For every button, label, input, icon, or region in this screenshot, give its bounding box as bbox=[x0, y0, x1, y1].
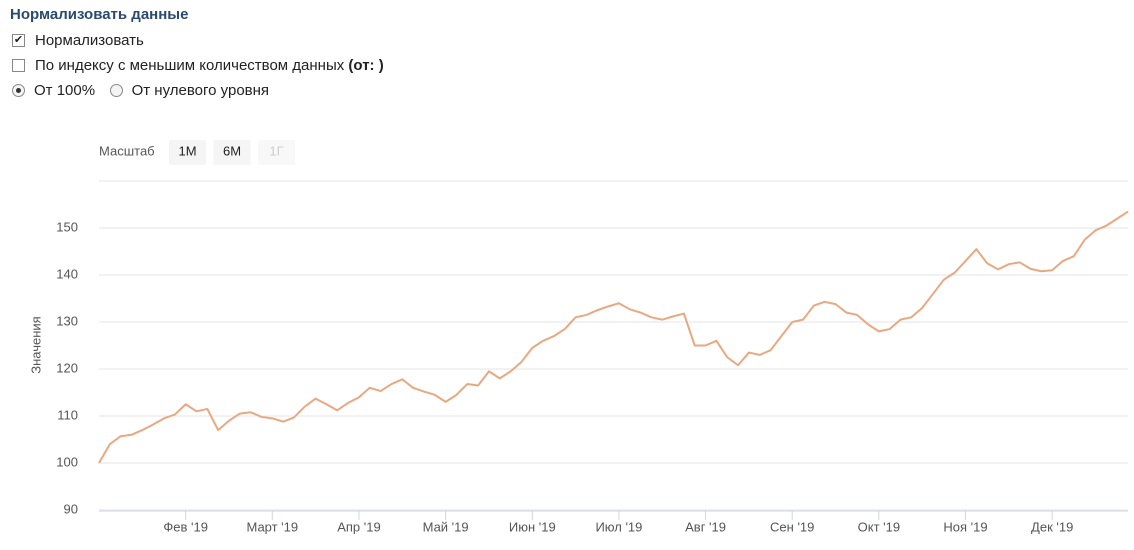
x-tick-label: Ноя '19 bbox=[943, 519, 987, 534]
range-label: Масштаб bbox=[99, 143, 155, 158]
option-label: Нормализовать bbox=[35, 32, 144, 49]
x-tick-label: Июл '19 bbox=[595, 519, 642, 534]
radio-label: От нулевого уровня bbox=[131, 82, 270, 99]
settings-panel: Нормализовать данные ✔ Нормализовать По и… bbox=[10, 6, 384, 103]
checkbox[interactable]: ✔ bbox=[12, 34, 25, 47]
y-tick-label: 90 bbox=[64, 501, 78, 516]
range-button[interactable] bbox=[213, 140, 251, 165]
range-button bbox=[258, 140, 295, 165]
option-label: По индексу с меньшим количеством данных bbox=[35, 57, 345, 74]
y-tick-label: 120 bbox=[56, 360, 78, 375]
y-axis-title: Значения bbox=[28, 316, 43, 373]
radio-group: От 100% От нулевого уровня bbox=[10, 78, 384, 103]
option[interactable]: По индексу с меньшим количеством данных … bbox=[10, 53, 384, 78]
range-button-label: 1Г bbox=[269, 143, 283, 158]
y-tick-label: 150 bbox=[56, 219, 78, 234]
y-tick-label: 100 bbox=[56, 454, 78, 469]
x-tick-label: Март '19 bbox=[246, 519, 298, 534]
option-suffix: (от: ) bbox=[348, 57, 384, 74]
settings-title: Нормализовать данные bbox=[10, 6, 189, 23]
y-tick-label: 110 bbox=[57, 407, 78, 422]
checkbox[interactable] bbox=[12, 59, 25, 72]
y-tick-label: 130 bbox=[56, 313, 78, 328]
range-button[interactable] bbox=[169, 140, 206, 165]
y-tick-label: 140 bbox=[56, 266, 78, 281]
option[interactable]: ✔ Нормализовать bbox=[10, 28, 384, 53]
x-tick-label: Окт '19 bbox=[858, 519, 900, 534]
x-tick-label: Фев '19 bbox=[163, 519, 208, 534]
x-tick-label: Апр '19 bbox=[337, 519, 381, 534]
radio[interactable] bbox=[12, 84, 25, 97]
x-tick-label: Май '19 bbox=[423, 519, 469, 534]
radio[interactable] bbox=[109, 84, 123, 97]
x-tick-label: Авг '19 bbox=[685, 519, 726, 534]
range-button-label[interactable]: 1М bbox=[178, 143, 196, 158]
radio-label: От 100% bbox=[34, 82, 96, 99]
x-tick-label: Июн '19 bbox=[509, 519, 556, 534]
x-tick-label: Дек '19 bbox=[1031, 519, 1073, 534]
x-tick-label: Сен '19 bbox=[770, 519, 814, 534]
range-button-label[interactable]: 6М bbox=[223, 143, 241, 158]
data-line bbox=[98, 210, 1129, 464]
